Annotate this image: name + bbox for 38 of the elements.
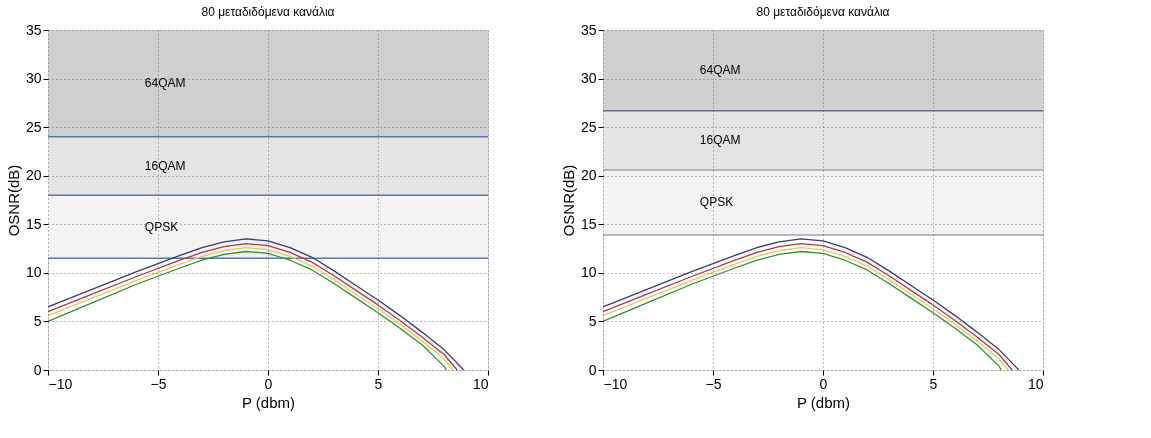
y-tick-label: 10 (580, 264, 597, 281)
x-tick-label: 5 (929, 375, 938, 392)
y-tick-label: 20 (580, 167, 597, 184)
y-tick-label: 25 (580, 118, 597, 135)
band-label: QPSK (144, 219, 179, 234)
x-tick-label: 5 (374, 375, 383, 392)
y-tick-label: 35 (25, 21, 42, 38)
y-tick-label: 30 (580, 70, 597, 87)
y-tick-label: 5 (33, 312, 42, 329)
y-tick-label: 25 (25, 118, 42, 135)
y-tick-label: 5 (588, 312, 597, 329)
y-tick-label: 15 (580, 215, 597, 232)
x-tick-label: −10 (48, 375, 73, 392)
y-tick-label: 0 (33, 361, 42, 378)
y-tick-label: 20 (25, 167, 42, 184)
band-label: 64QAM (699, 63, 741, 78)
x-tick-label: −5 (705, 375, 722, 392)
x-axis-title: P (dbm) (796, 393, 851, 411)
x-tick-label: 0 (264, 375, 273, 392)
x-axis-title: P (dbm) (241, 393, 296, 411)
chart-title: 80 μεταδιδόμενα κανάλια (201, 5, 335, 19)
x-tick-label: −10 (603, 375, 628, 392)
y-tick-label: 15 (25, 215, 42, 232)
band-label: 64QAM (144, 76, 186, 91)
band-label: 16QAM (144, 159, 186, 173)
chart-title: 80 μεταδιδόμενα κανάλια (756, 5, 890, 19)
y-axis-title: OSNR(dB) (4, 164, 22, 237)
y-tick-label: 30 (25, 70, 42, 87)
x-tick-label: 10 (472, 375, 489, 392)
y-axis-title: OSNR(dB) (559, 164, 577, 237)
x-tick-label: −5 (150, 375, 167, 392)
x-tick-label: 10 (1027, 375, 1044, 392)
y-tick-label: 0 (588, 361, 597, 378)
y-tick-label: 35 (580, 21, 597, 38)
x-tick-label: 0 (819, 375, 828, 392)
band-label: QPSK (699, 195, 734, 210)
y-tick-label: 10 (25, 264, 42, 281)
band-label: 16QAM (699, 133, 741, 148)
